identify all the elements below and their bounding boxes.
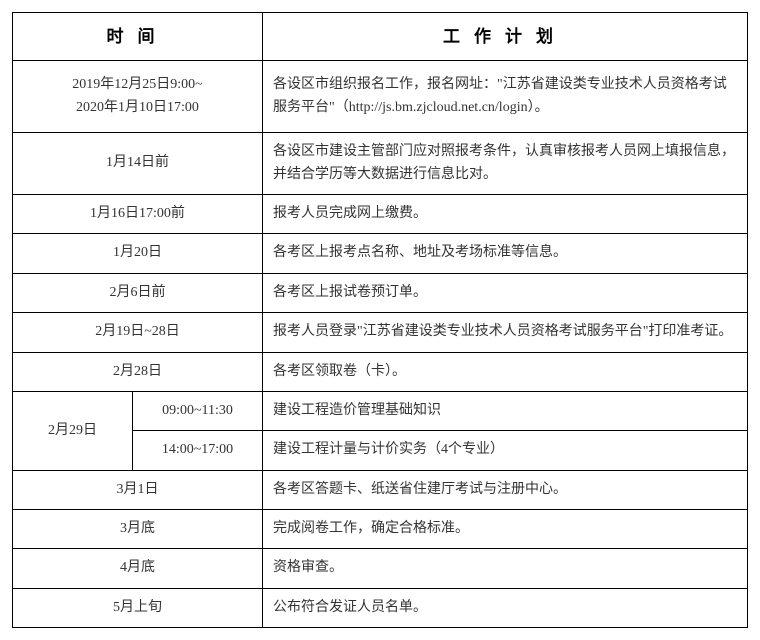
date-cell: 2月29日 <box>13 391 133 470</box>
plan-cell: 建设工程造价管理基础知识 <box>263 391 748 430</box>
table-row: 1月14日前 各设区市建设主管部门应对照报考条件，认真审核报考人员网上填报信息，… <box>13 133 748 195</box>
plan-cell: 建设工程计量与计价实务（4个专业） <box>263 431 748 470</box>
plan-cell: 资格审查。 <box>263 549 748 588</box>
table-row: 5月上旬 公布符合发证人员名单。 <box>13 588 748 627</box>
time-cell: 2月6日前 <box>13 273 263 312</box>
table-row: 3月底 完成阅卷工作，确定合格标准。 <box>13 510 748 549</box>
slot-cell: 09:00~11:30 <box>133 391 263 430</box>
time-text: 2019年12月25日9:00~ <box>23 74 252 96</box>
table-row: 2月6日前 各考区上报试卷预订单。 <box>13 273 748 312</box>
slot-cell: 14:00~17:00 <box>133 431 263 470</box>
plan-cell: 各考区领取卷（卡）。 <box>263 352 748 391</box>
schedule-table: 时间 工作计划 2019年12月25日9:00~ 2020年1月10日17:00… <box>12 12 748 628</box>
time-cell: 4月底 <box>13 549 263 588</box>
plan-cell: 各设区市建设主管部门应对照报考条件，认真审核报考人员网上填报信息，并结合学历等大… <box>263 133 748 195</box>
time-text: 2020年1月10日17:00 <box>23 97 252 119</box>
time-cell: 2月28日 <box>13 352 263 391</box>
table-row: 2月28日 各考区领取卷（卡）。 <box>13 352 748 391</box>
table-row: 2019年12月25日9:00~ 2020年1月10日17:00 各设区市组织报… <box>13 61 748 133</box>
time-cell: 2019年12月25日9:00~ 2020年1月10日17:00 <box>13 61 263 133</box>
plan-cell: 完成阅卷工作，确定合格标准。 <box>263 510 748 549</box>
plan-cell: 报考人员登录"江苏省建设类专业技术人员资格考试服务平台"打印准考证。 <box>263 313 748 352</box>
table-row: 2月19日~28日 报考人员登录"江苏省建设类专业技术人员资格考试服务平台"打印… <box>13 313 748 352</box>
table-row: 3月1日 各考区答题卡、纸送省住建厅考试与注册中心。 <box>13 470 748 509</box>
table-row: 1月16日17:00前 报考人员完成网上缴费。 <box>13 194 748 233</box>
table-row: 2月29日 09:00~11:30 建设工程造价管理基础知识 <box>13 391 748 430</box>
time-cell: 1月16日17:00前 <box>13 194 263 233</box>
plan-cell: 各考区答题卡、纸送省住建厅考试与注册中心。 <box>263 470 748 509</box>
plan-cell: 各考区上报考点名称、地址及考场标准等信息。 <box>263 234 748 273</box>
plan-cell: 各设区市组织报名工作，报名网址："江苏省建设类专业技术人员资格考试服务平台"（h… <box>263 61 748 133</box>
table-row: 4月底 资格审查。 <box>13 549 748 588</box>
table-row: 1月20日 各考区上报考点名称、地址及考场标准等信息。 <box>13 234 748 273</box>
time-cell: 2月19日~28日 <box>13 313 263 352</box>
table-header-row: 时间 工作计划 <box>13 13 748 61</box>
time-cell: 3月1日 <box>13 470 263 509</box>
header-time: 时间 <box>13 13 263 61</box>
plan-cell: 各考区上报试卷预订单。 <box>263 273 748 312</box>
plan-cell: 报考人员完成网上缴费。 <box>263 194 748 233</box>
plan-cell: 公布符合发证人员名单。 <box>263 588 748 627</box>
time-cell: 1月20日 <box>13 234 263 273</box>
header-plan: 工作计划 <box>263 13 748 61</box>
time-cell: 5月上旬 <box>13 588 263 627</box>
time-cell: 3月底 <box>13 510 263 549</box>
time-cell: 1月14日前 <box>13 133 263 195</box>
